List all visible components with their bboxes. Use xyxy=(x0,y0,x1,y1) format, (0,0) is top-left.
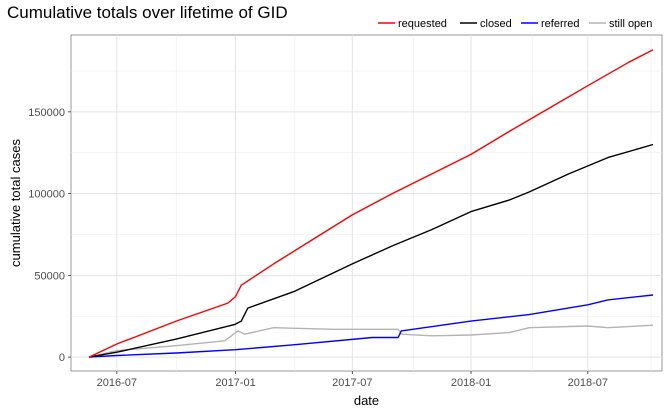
x-axis: 2016-07 2017-01 2017-07 2018-01 2018-07 xyxy=(97,371,608,389)
series-line-still-open xyxy=(88,324,654,358)
chart-title: Cumulative totals over lifetime of GID xyxy=(7,3,288,22)
legend-item-closed: closed xyxy=(460,18,512,30)
x-tick-label: 2018-07 xyxy=(568,377,608,389)
x-axis-title: date xyxy=(354,393,379,408)
legend-label: referred xyxy=(541,18,580,30)
y-tick-label: 0 xyxy=(59,352,65,364)
y-tick-label: 100000 xyxy=(28,189,65,201)
legend-item-referred: referred xyxy=(521,18,580,30)
y-tick-label: 150000 xyxy=(28,107,65,119)
grid xyxy=(71,35,662,371)
x-tick-label: 2017-07 xyxy=(332,377,372,389)
series-layer xyxy=(88,49,654,358)
legend-label: closed xyxy=(480,18,512,30)
series-line-requested xyxy=(88,49,654,358)
y-axis: 0 50000 100000 150000 xyxy=(28,107,71,364)
legend-label: still open xyxy=(609,18,652,30)
legend: requested closed referred still open xyxy=(378,18,652,30)
legend-item-still-open: still open xyxy=(589,18,652,30)
x-tick-label: 2016-07 xyxy=(97,377,137,389)
series-line-closed xyxy=(88,143,654,358)
x-tick-label: 2018-01 xyxy=(451,377,491,389)
plot-panel xyxy=(70,34,663,372)
legend-item-requested: requested xyxy=(378,18,447,30)
y-axis-title: cumulative total cases xyxy=(8,139,23,267)
series-line-referred xyxy=(89,294,654,358)
y-tick-label: 50000 xyxy=(34,270,65,282)
legend-label: requested xyxy=(398,18,447,30)
x-tick-label: 2017-01 xyxy=(215,377,255,389)
